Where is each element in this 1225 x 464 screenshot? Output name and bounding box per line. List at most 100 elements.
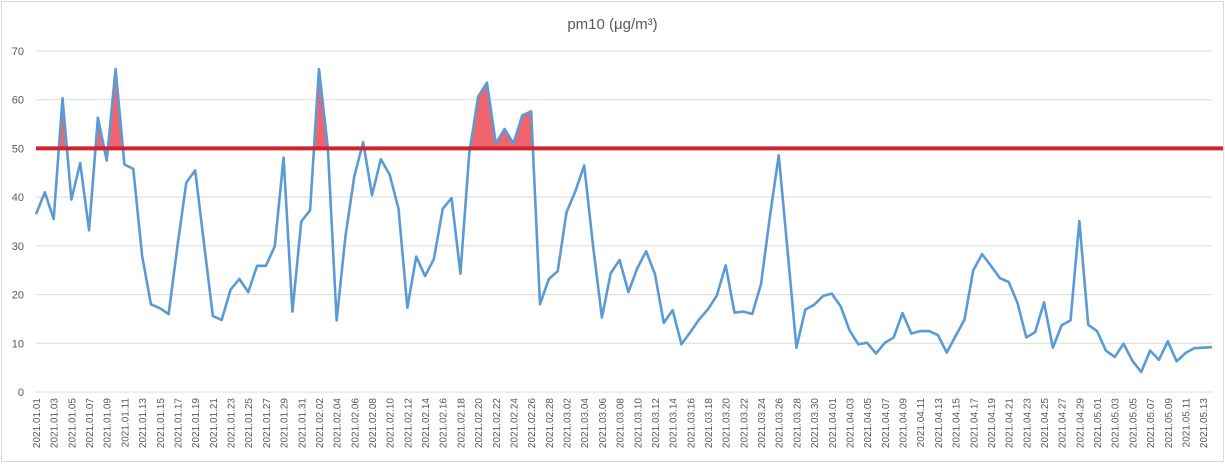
x-tick-label: 2021.04.11 [916, 398, 927, 448]
data-point [733, 311, 735, 313]
x-tick-label: 2021.04.13 [934, 398, 945, 448]
data-point [1034, 331, 1036, 333]
data-point [141, 254, 143, 256]
data-point [388, 174, 390, 176]
data-point [1202, 346, 1204, 348]
data-point [220, 319, 222, 321]
data-point [1158, 359, 1160, 361]
x-tick-label: 2021.02.14 [421, 398, 432, 448]
x-tick-label: 2021.03.20 [722, 398, 733, 448]
data-point [327, 146, 329, 148]
x-tick-label: 2021.03.22 [739, 398, 750, 448]
data-point [689, 331, 691, 333]
data-point [1016, 302, 1018, 304]
data-point [680, 343, 682, 345]
x-tick-label: 2021.04.19 [987, 398, 998, 448]
data-point [512, 142, 514, 144]
data-point [309, 209, 311, 211]
data-point [539, 303, 541, 305]
data-point [106, 159, 108, 161]
data-point [671, 309, 673, 311]
y-tick-label: 40 [12, 192, 24, 204]
y-axis-ticks: 0 10 20 30 40 50 60 70 [12, 46, 24, 399]
x-tick-label: 2021.01.03 [50, 398, 61, 448]
data-point [548, 278, 550, 280]
data-point [946, 351, 948, 353]
data-point [35, 213, 37, 215]
x-tick-label: 2021.02.16 [439, 398, 450, 448]
data-point [88, 229, 90, 231]
x-tick-label: 2021.01.29 [280, 398, 291, 448]
data-point [760, 283, 762, 285]
data-point [247, 291, 249, 293]
x-tick-label: 2021.01.23 [227, 398, 238, 448]
x-tick-label: 2021.04.21 [1005, 398, 1016, 448]
data-point [1069, 319, 1071, 321]
data-point [1060, 324, 1062, 326]
data-point [212, 315, 214, 317]
data-point [495, 142, 497, 144]
x-tick-label: 2021.01.15 [156, 398, 167, 448]
data-point [61, 97, 63, 99]
data-point [786, 250, 788, 252]
x-tick-label: 2021.01.31 [297, 398, 308, 448]
x-tick-label: 2021.01.01 [32, 398, 43, 448]
data-point [990, 265, 992, 267]
data-point [724, 264, 726, 266]
data-point [999, 277, 1001, 279]
data-point [238, 278, 240, 280]
data-point [265, 265, 267, 267]
data-point [459, 272, 461, 274]
data-point [875, 352, 877, 354]
data-point [1007, 281, 1009, 283]
x-tick-label: 2021.02.18 [456, 398, 467, 448]
x-tick-label: 2021.02.24 [509, 398, 520, 448]
x-tick-label: 2021.01.17 [173, 398, 184, 448]
data-point [1087, 324, 1089, 326]
data-point [380, 158, 382, 160]
x-tick-label: 2021.03.14 [669, 398, 680, 448]
y-tick-label: 10 [12, 338, 24, 350]
data-point [901, 312, 903, 314]
data-point [937, 334, 939, 336]
gridlines [36, 50, 1212, 393]
data-point [1140, 371, 1142, 373]
data-point [344, 235, 346, 237]
x-tick-label: 2021.04.07 [881, 398, 892, 448]
x-tick-label: 2021.03.04 [580, 398, 591, 448]
data-point [884, 342, 886, 344]
data-point [150, 303, 152, 305]
x-tick-label: 2021.04.29 [1075, 398, 1086, 448]
data-point [556, 270, 558, 272]
data-point [663, 322, 665, 324]
data-point [1052, 346, 1054, 348]
data-point [981, 253, 983, 255]
x-tick-label: 2021.02.08 [368, 398, 379, 448]
pm10-series-line [34, 67, 1213, 374]
x-tick-label: 2021.04.15 [952, 398, 963, 448]
data-point [892, 336, 894, 338]
data-point [1096, 330, 1098, 332]
data-point [822, 295, 824, 297]
data-point [450, 197, 452, 199]
data-point [415, 255, 417, 257]
data-point [698, 318, 700, 320]
data-point [831, 292, 833, 294]
x-tick-label: 2021.05.01 [1093, 398, 1104, 448]
x-tick-label: 2021.01.11 [120, 398, 131, 448]
exceedance-fills [58, 69, 533, 149]
x-tick-label: 2021.02.06 [350, 398, 361, 448]
data-point [132, 168, 134, 170]
x-tick-label: 2021.05.07 [1146, 398, 1157, 448]
x-tick-label: 2021.01.21 [209, 398, 220, 448]
data-point [795, 346, 797, 348]
data-point [114, 68, 116, 70]
x-tick-label: 2021.04.09 [899, 398, 910, 448]
data-point [203, 242, 205, 244]
x-tick-label: 2021.03.16 [686, 398, 697, 448]
x-tick-label: 2021.05.13 [1199, 398, 1210, 448]
data-point [1193, 347, 1195, 349]
data-point [424, 275, 426, 277]
data-point [433, 258, 435, 260]
